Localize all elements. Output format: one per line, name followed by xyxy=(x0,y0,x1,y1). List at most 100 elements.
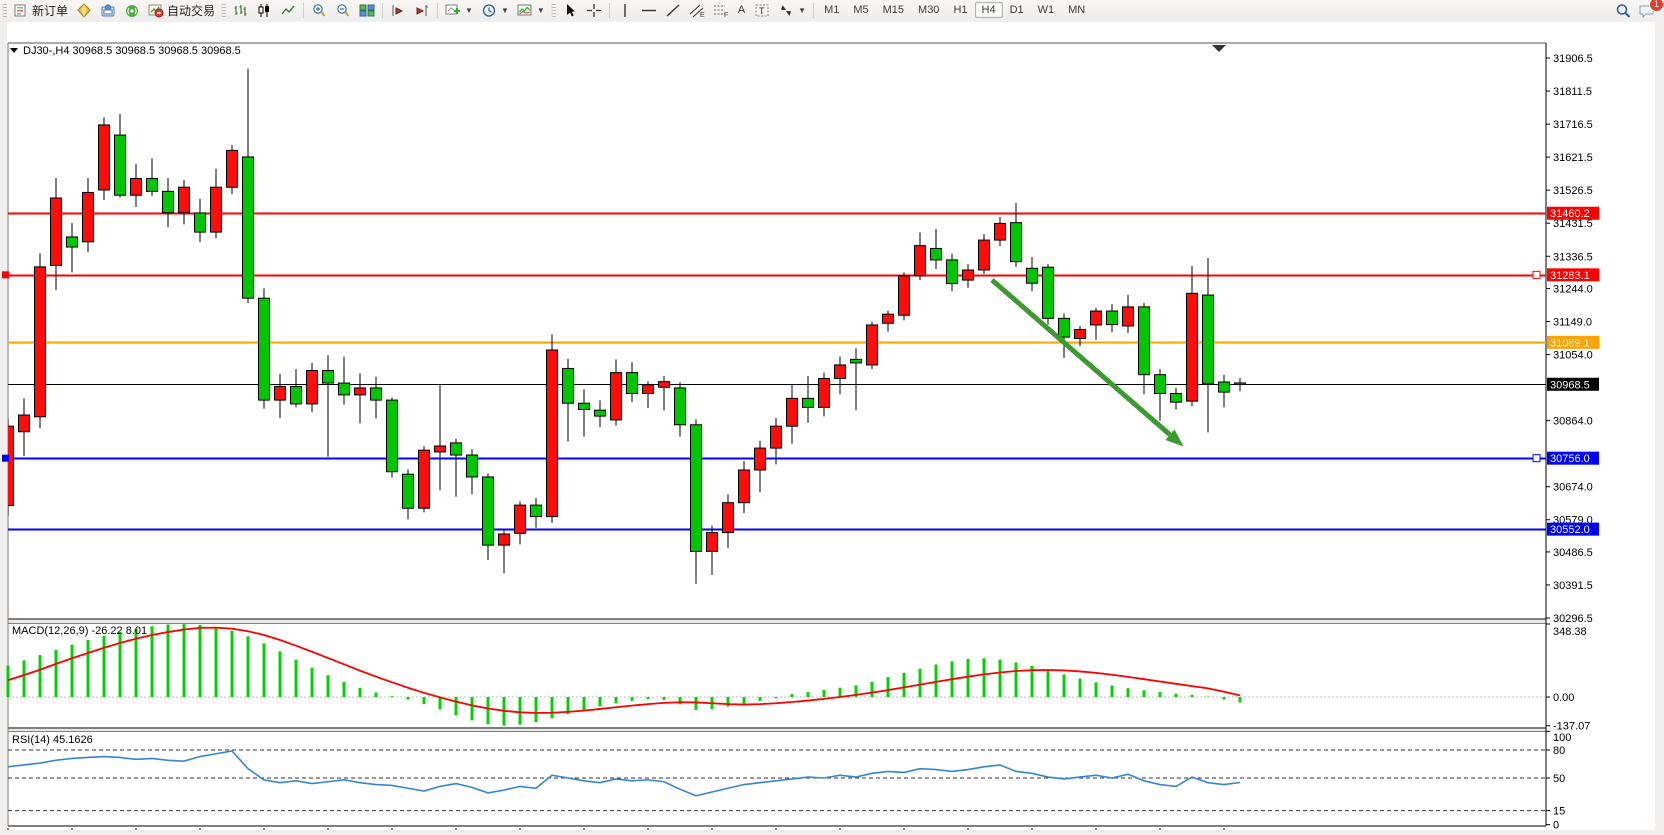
macd-pane[interactable]: MACD(12,26,9) -26.22 8.01 xyxy=(6,624,1546,726)
add-indicator-icon xyxy=(445,3,461,18)
notification-badge: 1 xyxy=(1649,0,1664,12)
candle xyxy=(1122,306,1134,327)
candle xyxy=(1090,310,1102,326)
clock-icon xyxy=(481,3,497,18)
line-handle[interactable] xyxy=(1532,270,1541,279)
timeframe-m5[interactable]: M5 xyxy=(853,4,869,16)
candle xyxy=(1170,392,1182,403)
price-tag xyxy=(1547,522,1599,536)
line-chart-button[interactable] xyxy=(276,1,300,19)
metaeditor-button[interactable] xyxy=(96,1,120,19)
rsi-label: RSI(14) 45.1626 xyxy=(12,734,93,746)
price-tag xyxy=(1547,377,1599,391)
svg-text:30296.5: 30296.5 xyxy=(1553,613,1593,625)
tile-windows-button[interactable] xyxy=(355,1,379,19)
timeframe-w1[interactable]: W1 xyxy=(1037,4,1055,16)
line-handle[interactable] xyxy=(2,271,9,279)
gem-icon xyxy=(76,2,92,18)
chart-shift-marker[interactable] xyxy=(1212,45,1226,52)
timeframe-mn[interactable]: MN xyxy=(1068,4,1086,16)
candle xyxy=(626,372,638,394)
toolbar-grip[interactable] xyxy=(2,3,7,17)
candles-layer xyxy=(8,68,1246,584)
text-tool[interactable]: A xyxy=(737,4,746,16)
new-order-button[interactable]: 新订单 xyxy=(9,1,72,19)
timeframe-h1[interactable]: H1 xyxy=(953,4,968,16)
trend-arrow[interactable] xyxy=(990,278,1172,437)
candle xyxy=(1202,294,1214,384)
svg-text:30674.0: 30674.0 xyxy=(1553,482,1593,494)
candle xyxy=(722,502,734,534)
crosshair-button[interactable] xyxy=(582,1,606,19)
symbol-dropdown-icon[interactable] xyxy=(10,48,18,53)
candle xyxy=(930,247,942,261)
editor-icon xyxy=(100,3,116,18)
timeframe-h4[interactable]: H4 xyxy=(974,2,1003,18)
periods-button[interactable]: ▼ xyxy=(477,1,513,19)
bar-chart-button[interactable] xyxy=(228,1,252,19)
svg-text:31716.5: 31716.5 xyxy=(1553,119,1593,131)
cursor-button[interactable] xyxy=(558,1,582,19)
templates-button[interactable]: ▼ xyxy=(513,1,549,19)
timeframe-m15[interactable]: M15 xyxy=(882,4,905,16)
candle xyxy=(18,414,30,433)
price-axis[interactable]: 31906.5 31811.5 31716.5 31621.5 31526.5 31431… xyxy=(1546,53,1599,832)
svg-text:15: 15 xyxy=(1553,806,1565,818)
trendline-tool[interactable] xyxy=(661,1,685,19)
svg-text:F: F xyxy=(724,12,728,18)
arrows-icon xyxy=(778,3,794,18)
fibonacci-tool[interactable]: F xyxy=(709,1,733,19)
candle xyxy=(450,442,462,456)
candle xyxy=(962,269,974,281)
candle xyxy=(1234,382,1246,386)
vertical-line-tool[interactable] xyxy=(613,1,637,19)
signals-button[interactable] xyxy=(120,1,144,19)
timeframe-m1[interactable]: M1 xyxy=(824,4,840,16)
toolbar-separator xyxy=(437,2,439,18)
zoom-out-button[interactable] xyxy=(331,1,355,19)
timeframe-d1[interactable]: D1 xyxy=(1009,4,1024,16)
chart-shift-button[interactable] xyxy=(410,1,434,19)
auto-trading-button[interactable]: 自动交易 xyxy=(144,1,219,19)
candle xyxy=(114,134,126,196)
label-tool[interactable]: T xyxy=(750,1,774,19)
indicators-button[interactable]: ▼ xyxy=(441,1,477,19)
svg-text:30756.0: 30756.0 xyxy=(1550,453,1590,465)
candle xyxy=(978,239,990,271)
candle xyxy=(578,402,590,410)
search-button[interactable] xyxy=(1610,1,1634,19)
toolbar-grip[interactable] xyxy=(221,3,227,17)
candle xyxy=(850,358,862,364)
candle xyxy=(130,178,142,196)
signal-icon xyxy=(124,3,140,18)
candle xyxy=(770,425,782,449)
line-handle[interactable] xyxy=(1532,454,1541,463)
svg-text:31244.0: 31244.0 xyxy=(1553,283,1593,295)
horizontal-line-tool[interactable] xyxy=(637,1,661,19)
metaquotes-button[interactable] xyxy=(72,1,96,19)
notifications-button[interactable]: 1 xyxy=(1634,0,1664,19)
chart-window[interactable]: DJ30-,H4 30968.5 30968.5 30968.5 30968.5… xyxy=(0,20,1664,835)
candlestick-chart-button[interactable] xyxy=(252,1,276,19)
candle xyxy=(1154,374,1166,394)
zoom-in-button[interactable] xyxy=(307,1,331,19)
line-handle[interactable] xyxy=(2,454,9,462)
main-chart-pane[interactable] xyxy=(3,68,1547,584)
channel-tool[interactable]: E xyxy=(685,1,709,19)
candle xyxy=(754,447,766,471)
arrows-tool[interactable]: ▼ xyxy=(774,1,810,19)
svg-text:31811.5: 31811.5 xyxy=(1553,86,1592,98)
svg-text:0: 0 xyxy=(1553,820,1559,830)
rsi-pane[interactable]: RSI(14) 45.1626 xyxy=(7,734,1546,812)
rsi-line xyxy=(7,750,1241,797)
candle xyxy=(482,476,494,546)
bar-chart-icon xyxy=(232,3,248,18)
timeframe-m30[interactable]: M30 xyxy=(918,4,940,16)
toolbar-grip[interactable] xyxy=(550,3,556,17)
svg-text:31431.5: 31431.5 xyxy=(1553,218,1593,230)
chart-canvas[interactable]: DJ30-,H4 30968.5 30968.5 30968.5 30968.5… xyxy=(0,20,1664,835)
candle xyxy=(162,190,174,214)
candle xyxy=(354,387,366,396)
candle xyxy=(322,370,334,384)
auto-scroll-button[interactable] xyxy=(386,1,410,19)
